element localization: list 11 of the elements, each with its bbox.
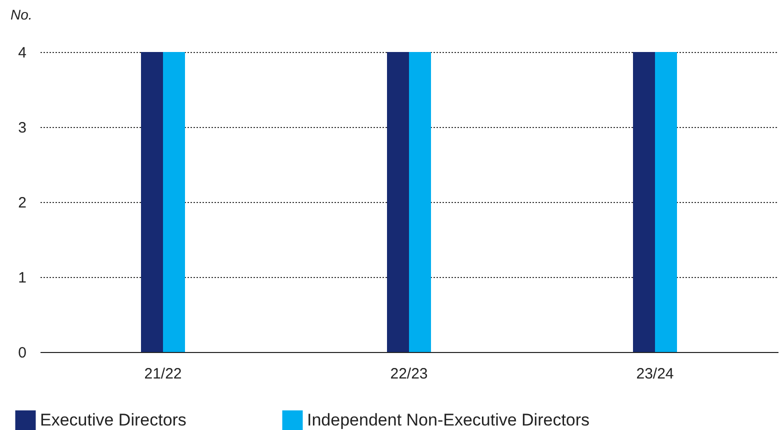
legend-label: Independent Non-Executive Directors [307,410,590,430]
legend-label: Executive Directors [40,410,186,430]
y-tick-label: 1 [18,270,26,286]
x-tick-label: 21/22 [144,366,182,382]
y-tick-label: 2 [18,194,26,212]
y-tick-label: 4 [18,44,26,62]
y-axis-title: No. [10,6,32,22]
x-tick-label: 23/24 [636,366,674,382]
x-tick-label: 22/23 [390,366,428,382]
y-tick-label: 3 [18,120,26,136]
y-tick-label: 0 [18,344,26,362]
